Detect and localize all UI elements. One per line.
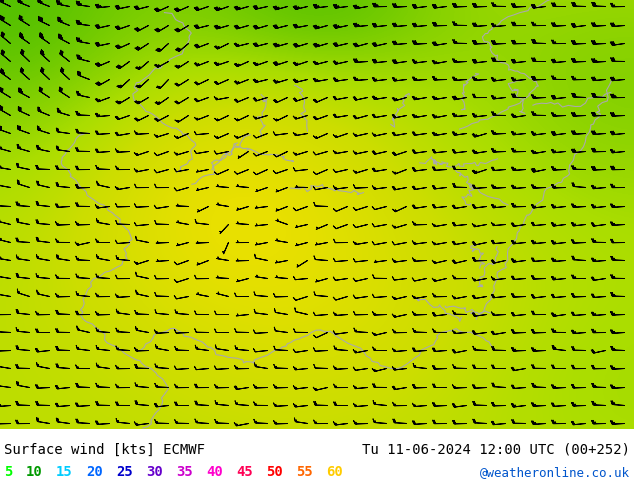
Text: 45: 45	[236, 465, 253, 479]
Text: 60: 60	[326, 465, 343, 479]
Text: 15: 15	[56, 465, 73, 479]
Text: 40: 40	[206, 465, 223, 479]
Text: 20: 20	[86, 465, 103, 479]
Text: Tu 11-06-2024 12:00 UTC (00+252): Tu 11-06-2024 12:00 UTC (00+252)	[362, 442, 630, 457]
Text: 25: 25	[116, 465, 133, 479]
Text: Surface wind [kts] ECMWF: Surface wind [kts] ECMWF	[4, 442, 205, 457]
Text: 55: 55	[296, 465, 313, 479]
Text: 35: 35	[176, 465, 193, 479]
Text: 30: 30	[146, 465, 163, 479]
Text: 5: 5	[4, 465, 13, 479]
Text: 10: 10	[26, 465, 42, 479]
Text: 50: 50	[266, 465, 283, 479]
Text: @weatheronline.co.uk: @weatheronline.co.uk	[480, 466, 630, 479]
